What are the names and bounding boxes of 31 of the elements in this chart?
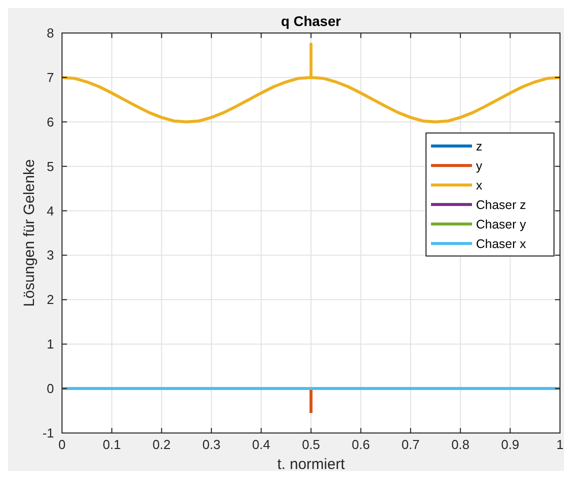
x-tick-label: 0 [58,437,66,452]
x-tick-label: 0.4 [252,437,270,452]
y-tick-label: 1 [46,336,54,352]
x-tick-label: 0.9 [501,437,520,452]
y-tick-label: 8 [46,26,54,40]
legend-label: Chaser z [476,198,526,212]
x-tick-label: 0.7 [402,437,420,452]
x-tick-label: 0.3 [202,437,220,452]
legend-label: y [476,159,483,173]
y-tick-label: -1 [42,426,54,440]
x-tick-label: 0.8 [451,437,470,452]
y-tick-label: 5 [46,158,54,174]
y-tick-label: 3 [46,248,54,263]
legend-label: x [476,178,483,192]
legend-label: Chaser y [476,218,527,232]
y-tick-label: 2 [46,292,54,308]
y-tick-label: 7 [46,70,54,85]
legend-label: Chaser x [476,237,527,251]
y-tick-label: 0 [46,381,54,396]
x-tick-label: 0.1 [102,437,121,452]
x-tick-label: 0.5 [302,437,320,452]
y-tick-label: 4 [46,203,54,218]
line-series [62,42,560,124]
x-tick-label: 1 [556,437,564,452]
y-axis-title: Lösungen für Gelenke [21,159,38,307]
x-tick-label: 0.2 [152,437,171,452]
y-tick-label: 6 [46,114,54,130]
x-tick-label: 0.6 [352,437,370,452]
x-axis-title: t. normiert [277,456,346,473]
chart-title: q Chaser [281,13,342,29]
legend-label: z [476,140,482,154]
